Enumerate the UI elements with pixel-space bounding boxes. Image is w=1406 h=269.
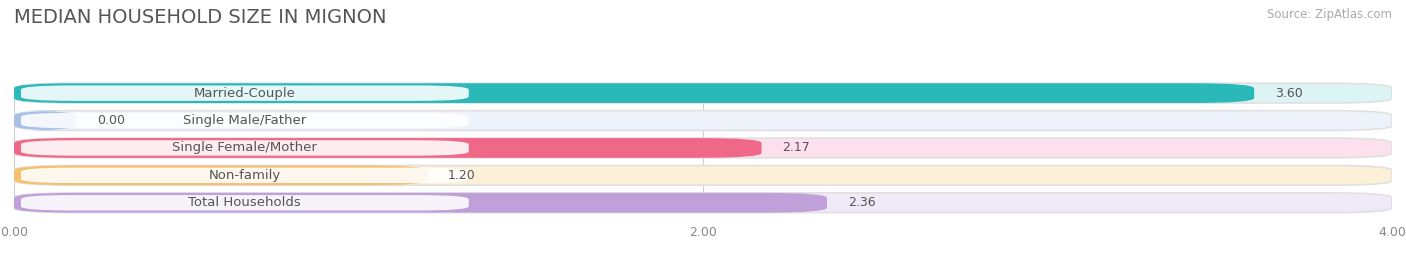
- Text: 2.17: 2.17: [782, 141, 810, 154]
- FancyBboxPatch shape: [14, 138, 1392, 158]
- Text: 2.36: 2.36: [848, 196, 876, 209]
- FancyBboxPatch shape: [14, 165, 427, 185]
- FancyBboxPatch shape: [14, 83, 1392, 103]
- FancyBboxPatch shape: [14, 111, 1392, 130]
- FancyBboxPatch shape: [14, 193, 1392, 213]
- Text: Non-family: Non-family: [208, 169, 281, 182]
- FancyBboxPatch shape: [21, 86, 468, 101]
- Text: MEDIAN HOUSEHOLD SIZE IN MIGNON: MEDIAN HOUSEHOLD SIZE IN MIGNON: [14, 8, 387, 27]
- Text: 1.20: 1.20: [449, 169, 475, 182]
- Text: Total Households: Total Households: [188, 196, 301, 209]
- FancyBboxPatch shape: [14, 165, 1392, 185]
- Text: 3.60: 3.60: [1275, 87, 1302, 100]
- FancyBboxPatch shape: [21, 168, 468, 183]
- Text: Source: ZipAtlas.com: Source: ZipAtlas.com: [1267, 8, 1392, 21]
- Text: Married-Couple: Married-Couple: [194, 87, 295, 100]
- FancyBboxPatch shape: [14, 111, 76, 130]
- Text: 0.00: 0.00: [97, 114, 125, 127]
- Text: Single Male/Father: Single Male/Father: [183, 114, 307, 127]
- FancyBboxPatch shape: [14, 83, 1254, 103]
- FancyBboxPatch shape: [14, 193, 827, 213]
- Text: Single Female/Mother: Single Female/Mother: [173, 141, 318, 154]
- FancyBboxPatch shape: [14, 138, 762, 158]
- FancyBboxPatch shape: [21, 113, 468, 128]
- FancyBboxPatch shape: [21, 195, 468, 210]
- FancyBboxPatch shape: [21, 140, 468, 156]
